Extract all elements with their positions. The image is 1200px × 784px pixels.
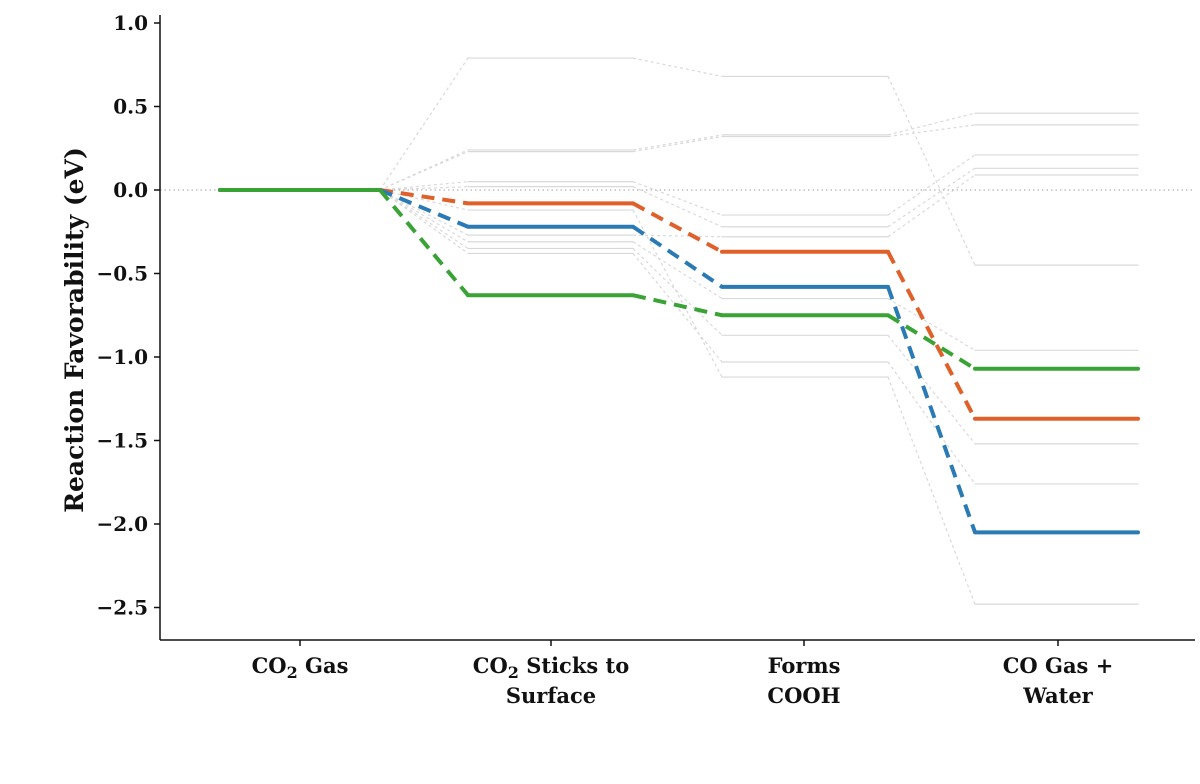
background-series-connector	[887, 174, 976, 238]
background-series-connector	[887, 167, 976, 228]
y-tick-label: 0.5	[113, 95, 148, 119]
background-series-connector	[632, 234, 723, 238]
y-tick-label: −2.5	[96, 596, 148, 620]
x-tick-label-line2: Surface	[506, 683, 596, 708]
background-series	[219, 154, 1139, 216]
background-series-connector	[887, 76, 976, 266]
x-tick-label-line2: COOH	[767, 683, 840, 708]
y-tick-label: 0.0	[113, 178, 148, 202]
y-axis-label: Reaction Favorability (eV)	[60, 147, 89, 513]
background-series-connector	[379, 57, 469, 191]
x-tick-label: CO2 Sticks to	[473, 653, 630, 682]
background-series-connector	[632, 248, 723, 336]
y-tick-label: 1.0	[113, 11, 148, 35]
background-series-connector	[632, 186, 723, 228]
x-tick-label: Forms	[768, 653, 841, 678]
background-series	[219, 189, 1139, 351]
background-series	[219, 167, 1139, 228]
background-series-connector	[887, 298, 976, 351]
highlight-series-layer	[218, 188, 1140, 535]
highlight-series	[218, 188, 1140, 371]
highlight-series-connector	[379, 188, 469, 229]
x-tick-label-line2: Water	[1022, 683, 1093, 708]
highlight-series-connector	[632, 201, 723, 254]
y-tick-label: −0.5	[96, 262, 148, 286]
background-series-connector	[632, 241, 723, 300]
x-tick-label: CO Gas +	[1003, 653, 1114, 678]
background-series	[219, 189, 1139, 445]
background-series-connector	[379, 189, 469, 236]
background-series-connector	[632, 209, 723, 378]
highlight-series-connector	[379, 188, 469, 206]
background-series-connector	[379, 189, 469, 243]
background-series-connector	[887, 112, 976, 136]
y-tick-label: −1.5	[96, 429, 148, 453]
highlight-series-connector	[886, 313, 977, 371]
highlight-series-connector	[378, 188, 470, 297]
background-series	[219, 57, 1139, 266]
background-series-connector	[632, 57, 723, 78]
background-series-connector	[379, 189, 469, 254]
highlight-series	[218, 188, 1140, 421]
y-tick-label: −1.0	[96, 345, 148, 369]
highlight-series-connector	[886, 250, 977, 420]
background-series-connector	[887, 376, 976, 605]
background-series-connector	[379, 149, 469, 191]
background-series-layer	[219, 57, 1139, 605]
background-series	[219, 124, 1139, 191]
highlight-series-connector	[631, 225, 724, 289]
background-series-connector	[632, 134, 723, 151]
highlight-series-connector	[632, 293, 723, 318]
background-series-connector	[379, 181, 469, 191]
background-series-connector	[632, 253, 723, 363]
background-series-connector	[887, 334, 976, 445]
background-series-connector	[632, 135, 723, 153]
y-tick-layer: 1.0 0.5 0.0 −0.5 −1.0 −1.5 −2.0 −2.5	[96, 11, 160, 620]
background-series-connector	[887, 361, 976, 485]
background-series-connector	[887, 124, 976, 138]
background-series	[219, 189, 1139, 485]
background-series-connector	[632, 181, 723, 216]
x-tick-label: CO2 Gas	[252, 653, 349, 682]
background-series	[219, 189, 1139, 605]
y-tick-label: −2.0	[96, 512, 148, 536]
background-series-connector	[887, 154, 976, 216]
background-series-connector	[379, 151, 469, 191]
highlight-series-connector	[886, 286, 977, 534]
highlight-series	[218, 188, 1140, 535]
